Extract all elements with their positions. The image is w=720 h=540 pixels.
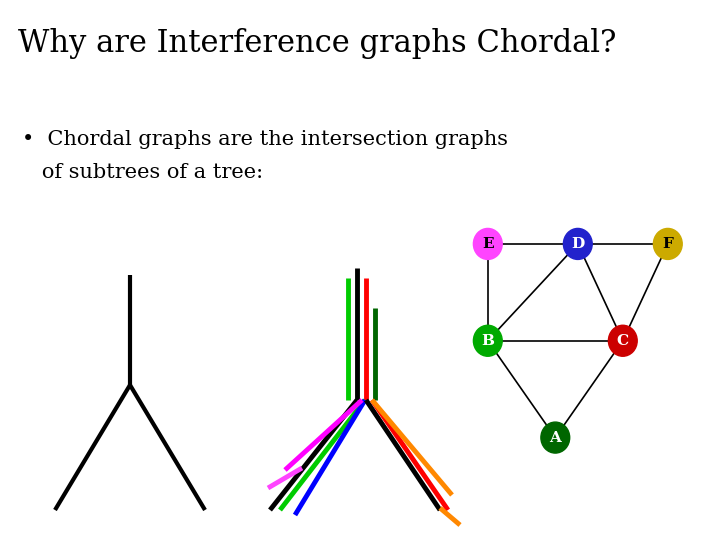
Text: F: F xyxy=(662,237,673,251)
Circle shape xyxy=(608,325,637,356)
Text: A: A xyxy=(549,430,561,444)
Circle shape xyxy=(474,325,503,356)
Text: D: D xyxy=(571,237,585,251)
Text: of subtrees of a tree:: of subtrees of a tree: xyxy=(22,163,263,182)
Text: C: C xyxy=(617,334,629,348)
Circle shape xyxy=(541,422,570,453)
Circle shape xyxy=(474,228,503,259)
Text: •  Chordal graphs are the intersection graphs: • Chordal graphs are the intersection gr… xyxy=(22,130,508,149)
Text: Why are Interference graphs Chordal?: Why are Interference graphs Chordal? xyxy=(18,28,616,59)
Circle shape xyxy=(654,228,682,259)
Circle shape xyxy=(563,228,592,259)
Text: B: B xyxy=(481,334,495,348)
Text: E: E xyxy=(482,237,494,251)
